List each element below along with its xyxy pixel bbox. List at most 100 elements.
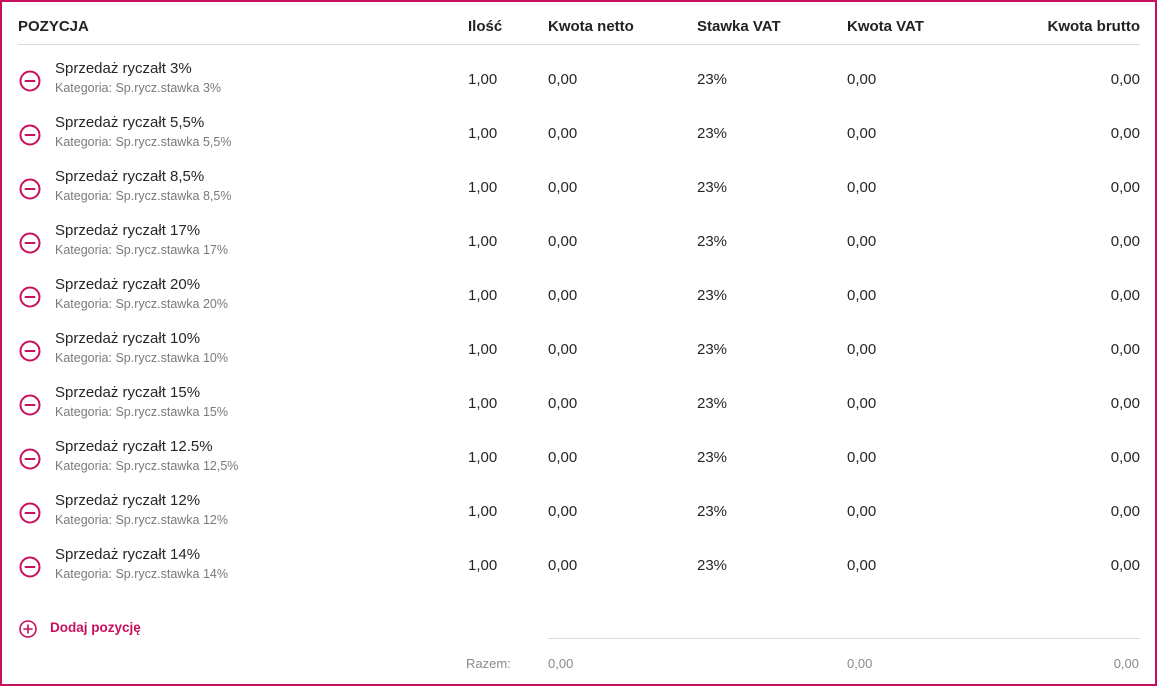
minus-circle-icon bbox=[19, 556, 41, 578]
remove-item-button[interactable] bbox=[18, 393, 42, 417]
header-quantity: Ilość bbox=[468, 18, 503, 35]
item-gross-amount: 0,00 bbox=[1110, 341, 1140, 358]
table-row: Sprzedaż ryczałt 5,5% Kategoria: Sp.rycz.… bbox=[18, 114, 1140, 168]
table-row: Sprzedaż ryczałt 12.5% Kategoria: Sp.rycz… bbox=[18, 438, 1140, 492]
item-vat-rate: 23% bbox=[697, 125, 728, 142]
table-row: Sprzedaż ryczałt 12% Kategoria: Sp.rycz.s… bbox=[18, 492, 1140, 546]
item-vat-rate: 23% bbox=[697, 503, 728, 520]
item-category: Kategoria: Sp.rycz.stawka 14% bbox=[55, 567, 228, 581]
header-net-amount: Kwota netto bbox=[548, 18, 634, 35]
minus-circle-icon bbox=[19, 124, 41, 146]
minus-circle-icon bbox=[19, 448, 41, 470]
table-row: Sprzedaż ryczałt 20% Kategoria: Sp.rycz.s… bbox=[18, 276, 1140, 330]
table-row: Sprzedaż ryczałt 15% Kategoria: Sp.rycz.s… bbox=[18, 384, 1140, 438]
remove-item-button[interactable] bbox=[18, 285, 42, 309]
remove-item-button[interactable] bbox=[18, 555, 42, 579]
item-net-amount: 0,00 bbox=[548, 125, 578, 142]
item-vat-rate: 23% bbox=[697, 179, 728, 196]
item-gross-amount: 0,00 bbox=[1110, 287, 1140, 304]
item-vat-amount: 0,00 bbox=[847, 287, 877, 304]
item-net-amount: 0,00 bbox=[548, 179, 578, 196]
item-gross-amount: 0,00 bbox=[1110, 125, 1140, 142]
table-row: Sprzedaż ryczałt 17% Kategoria: Sp.rycz.s… bbox=[18, 222, 1140, 276]
item-vat-rate: 23% bbox=[697, 557, 728, 574]
minus-circle-icon bbox=[19, 70, 41, 92]
totals-net: 0,00 bbox=[548, 656, 574, 671]
remove-item-button[interactable] bbox=[18, 339, 42, 363]
item-vat-amount: 0,00 bbox=[847, 71, 877, 88]
item-gross-amount: 0,00 bbox=[1110, 395, 1140, 412]
table-row: Sprzedaż ryczałt 10% Kategoria: Sp.rycz.s… bbox=[18, 330, 1140, 384]
item-quantity: 1,00 bbox=[468, 125, 498, 142]
minus-circle-icon bbox=[19, 340, 41, 362]
item-quantity: 1,00 bbox=[468, 341, 498, 358]
item-name: Sprzedaż ryczałt 15% bbox=[55, 384, 201, 401]
item-name: Sprzedaż ryczałt 5,5% bbox=[55, 114, 205, 131]
item-name: Sprzedaż ryczałt 10% bbox=[55, 330, 201, 347]
item-vat-amount: 0,00 bbox=[847, 125, 877, 142]
item-category: Kategoria: Sp.rycz.stawka 3% bbox=[55, 81, 222, 95]
table-header: POZYCJA Ilość Kwota netto Stawka VAT Kwo… bbox=[18, 2, 1140, 45]
item-category: Kategoria: Sp.rycz.stawka 5,5% bbox=[55, 135, 232, 149]
item-name: Sprzedaż ryczałt 20% bbox=[55, 276, 201, 293]
table-row: Sprzedaż ryczałt 14% Kategoria: Sp.rycz.s… bbox=[18, 546, 1140, 600]
item-vat-amount: 0,00 bbox=[847, 233, 877, 250]
item-net-amount: 0,00 bbox=[548, 503, 578, 520]
item-quantity: 1,00 bbox=[468, 503, 498, 520]
minus-circle-icon bbox=[19, 394, 41, 416]
item-category: Kategoria: Sp.rycz.stawka 12,5% bbox=[55, 459, 239, 473]
item-net-amount: 0,00 bbox=[548, 71, 578, 88]
item-quantity: 1,00 bbox=[468, 557, 498, 574]
remove-item-button[interactable] bbox=[18, 501, 42, 525]
minus-circle-icon bbox=[19, 178, 41, 200]
item-vat-amount: 0,00 bbox=[847, 503, 877, 520]
item-category: Kategoria: Sp.rycz.stawka 15% bbox=[55, 405, 228, 419]
item-name: Sprzedaż ryczałt 12% bbox=[55, 492, 201, 509]
plus-circle-icon bbox=[18, 619, 38, 639]
remove-item-button[interactable] bbox=[18, 177, 42, 201]
item-category: Kategoria: Sp.rycz.stawka 8,5% bbox=[55, 189, 232, 203]
item-category: Kategoria: Sp.rycz.stawka 10% bbox=[55, 351, 228, 365]
item-quantity: 1,00 bbox=[468, 71, 498, 88]
item-net-amount: 0,00 bbox=[548, 233, 578, 250]
remove-item-button[interactable] bbox=[18, 231, 42, 255]
item-gross-amount: 0,00 bbox=[1110, 557, 1140, 574]
item-name: Sprzedaż ryczałt 14% bbox=[55, 546, 201, 563]
table-row: Sprzedaż ryczałt 3% Kategoria: Sp.rycz.st… bbox=[18, 60, 1140, 114]
item-name: Sprzedaż ryczałt 12.5% bbox=[55, 438, 213, 455]
item-net-amount: 0,00 bbox=[548, 557, 578, 574]
item-quantity: 1,00 bbox=[468, 449, 498, 466]
table-row: Sprzedaż ryczałt 8,5% Kategoria: Sp.rycz.… bbox=[18, 168, 1140, 222]
remove-item-button[interactable] bbox=[18, 69, 42, 93]
item-quantity: 1,00 bbox=[468, 233, 498, 250]
item-gross-amount: 0,00 bbox=[1110, 179, 1140, 196]
remove-item-button[interactable] bbox=[18, 447, 42, 471]
remove-item-button[interactable] bbox=[18, 123, 42, 147]
item-gross-amount: 0,00 bbox=[1110, 449, 1140, 466]
item-quantity: 1,00 bbox=[468, 179, 498, 196]
minus-circle-icon bbox=[19, 502, 41, 524]
item-vat-rate: 23% bbox=[697, 395, 728, 412]
minus-circle-icon bbox=[19, 286, 41, 308]
item-name: Sprzedaż ryczałt 17% bbox=[55, 222, 201, 239]
item-vat-rate: 23% bbox=[697, 449, 728, 466]
item-vat-rate: 23% bbox=[697, 233, 728, 250]
totals-divider bbox=[548, 638, 1140, 639]
item-name: Sprzedaż ryczałt 8,5% bbox=[55, 168, 205, 185]
item-vat-amount: 0,00 bbox=[847, 179, 877, 196]
item-vat-amount: 0,00 bbox=[847, 395, 877, 412]
item-vat-rate: 23% bbox=[697, 287, 728, 304]
item-vat-rate: 23% bbox=[697, 341, 728, 358]
header-vat-rate: Stawka VAT bbox=[697, 18, 781, 35]
item-vat-amount: 0,00 bbox=[847, 557, 877, 574]
item-net-amount: 0,00 bbox=[548, 287, 578, 304]
item-gross-amount: 0,00 bbox=[1110, 503, 1140, 520]
item-name: Sprzedaż ryczałt 3% bbox=[55, 60, 192, 77]
item-net-amount: 0,00 bbox=[548, 449, 578, 466]
totals-label: Razem: bbox=[466, 656, 511, 671]
item-net-amount: 0,00 bbox=[548, 341, 578, 358]
header-gross-amount: Kwota brutto bbox=[1047, 18, 1140, 35]
item-vat-rate: 23% bbox=[697, 71, 728, 88]
totals-vat: 0,00 bbox=[847, 656, 873, 671]
